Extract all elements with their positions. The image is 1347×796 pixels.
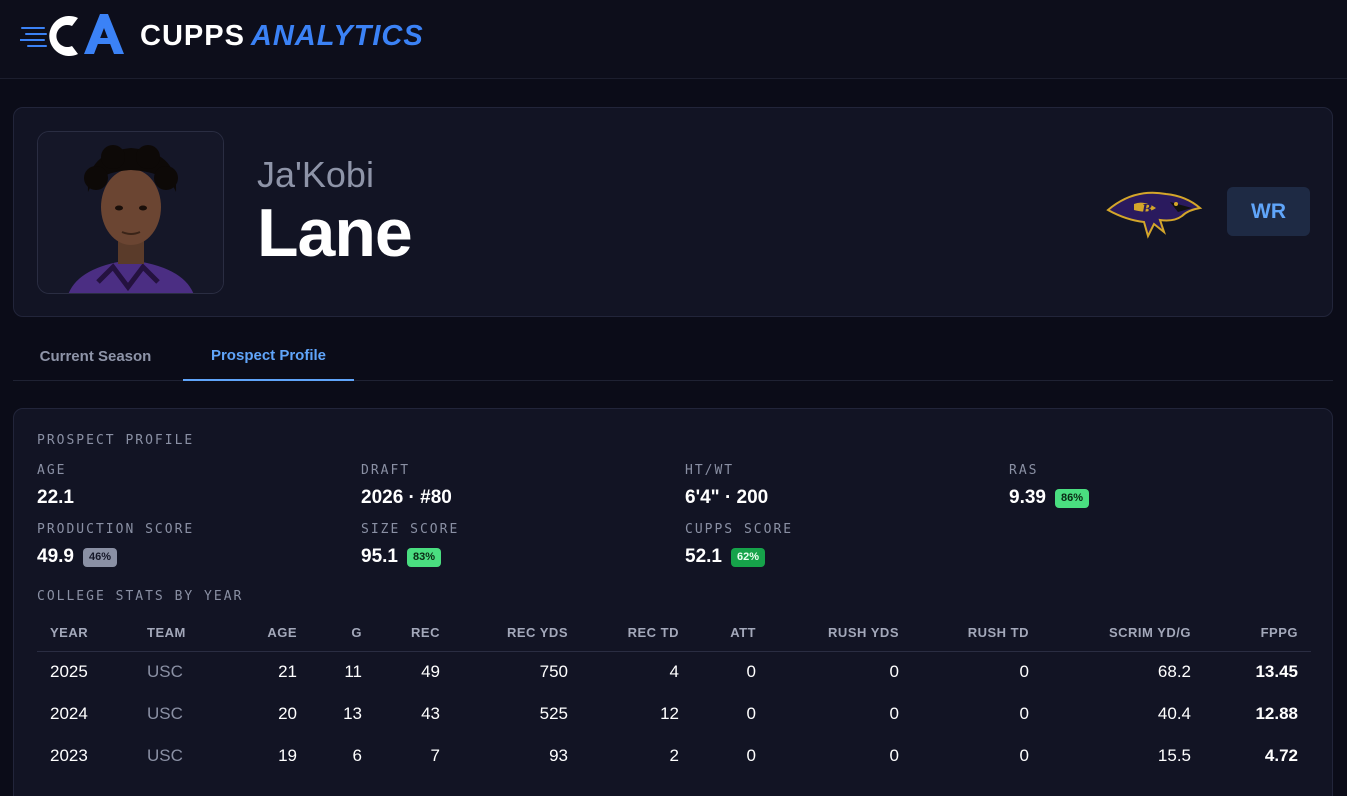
stat-ras: RAS 9.39 86%: [1009, 463, 1090, 509]
player-header-card: Ja'Kobi Lane B WR: [13, 107, 1333, 317]
stat-htwt-label: HT/WT: [685, 463, 735, 478]
cell-games: 11: [344, 662, 362, 682]
cell-rush-yds: 0: [889, 662, 899, 682]
col-header[interactable]: RUSH YDS: [756, 615, 899, 652]
stat-size-score: SIZE SCORE 95.1 83%: [361, 522, 459, 568]
player-photo: [37, 131, 224, 294]
cell-rec-td: 2: [669, 746, 679, 765]
brand-name: CUPPS ANALYTICS: [140, 20, 424, 53]
cell-rec: 43: [421, 704, 440, 723]
brand-logo[interactable]: CUPPS ANALYTICS: [20, 8, 424, 64]
cell-att: 0: [746, 746, 756, 765]
table-row: 2024 USC 20 13 43 525 12 0 0 0 40.4 12.8…: [37, 693, 1311, 735]
cell-year: 2025: [50, 662, 88, 682]
stat-cupps-label: CUPPS SCORE: [685, 522, 794, 537]
stat-production-percentile-badge: 46%: [82, 547, 118, 567]
cell-rec-td: 12: [660, 704, 679, 723]
cell-fppg: 12.88: [1255, 704, 1298, 723]
stat-cupps-percentile-badge: 62%: [730, 547, 766, 567]
stat-draft-value: 2026 · #80: [361, 487, 452, 508]
table-header-row: YEAR TEAM AGE G REC REC YDS REC TD ATT R…: [37, 615, 1311, 652]
cell-rush-yds: 0: [889, 704, 899, 723]
cell-age: 20: [278, 704, 297, 723]
cell-year: 2024: [50, 704, 88, 723]
brand-primary: CUPPS: [140, 19, 245, 52]
cell-year: 2023: [50, 746, 88, 765]
cell-scrim-ydg: 40.4: [1157, 704, 1191, 723]
table-row: 2025 USC 21 11 49 750 4 0 0 0 68.2 13.45: [37, 651, 1311, 693]
brand-secondary: ANALYTICS: [250, 19, 424, 52]
col-header[interactable]: REC: [362, 615, 440, 652]
svg-text:B: B: [1141, 202, 1152, 216]
cell-fppg: 13.45: [1255, 662, 1298, 682]
cell-rush-td: 0: [1019, 746, 1029, 765]
cell-rush-td: 0: [1019, 704, 1029, 723]
cell-att: 0: [746, 662, 756, 682]
stat-size-value: 95.1: [361, 546, 398, 567]
col-header[interactable]: ATT: [679, 615, 756, 652]
stat-age-value: 22.1: [37, 487, 74, 508]
col-header[interactable]: TEAM: [137, 615, 217, 652]
stat-size-label: SIZE SCORE: [361, 522, 460, 537]
table-row: 2023 USC 19 6 7 93 2 0 0 0 15.5 4.72: [37, 735, 1311, 777]
col-header[interactable]: SCRIM YD/G: [1029, 615, 1191, 652]
col-header[interactable]: G: [297, 615, 362, 652]
top-bar: CUPPS ANALYTICS: [0, 0, 1347, 79]
cell-rec-td: 4: [669, 662, 679, 682]
cell-scrim-ydg: 68.2: [1157, 662, 1191, 682]
stat-htwt: HT/WT 6'4" · 200: [685, 463, 768, 509]
cell-games: 6: [352, 746, 362, 765]
cell-rec-yds: 750: [539, 662, 568, 682]
col-header[interactable]: REC TD: [568, 615, 679, 652]
cell-team: USC: [147, 662, 183, 682]
col-header[interactable]: AGE: [217, 615, 297, 652]
prospect-profile-title: PROSPECT PROFILE: [37, 433, 195, 448]
cell-rush-yds: 0: [889, 746, 899, 765]
stat-draft-label: DRAFT: [361, 463, 411, 478]
prospect-profile-panel: PROSPECT PROFILE AGE 22.1 DRAFT 2026 · #…: [13, 408, 1333, 796]
tab-prospect-profile[interactable]: Prospect Profile: [183, 332, 354, 381]
tab-current-season[interactable]: Current Season: [39, 348, 152, 365]
col-header[interactable]: RUSH TD: [899, 615, 1029, 652]
cell-team: USC: [147, 704, 183, 723]
cell-att: 0: [746, 704, 756, 723]
stat-cupps-score: CUPPS SCORE 52.1 62%: [685, 522, 793, 568]
stat-draft: DRAFT 2026 · #80: [361, 463, 452, 509]
cell-fppg: 4.72: [1264, 746, 1298, 765]
cell-age: 21: [278, 662, 297, 682]
cell-rec: 49: [421, 662, 440, 682]
stat-age-label: AGE: [37, 463, 67, 478]
stat-size-percentile-badge: 83%: [406, 547, 442, 567]
cell-rec: 7: [430, 746, 440, 765]
col-header[interactable]: FPPG: [1191, 615, 1311, 652]
stat-age: AGE 22.1: [37, 463, 74, 509]
stat-production-score: PRODUCTION SCORE 49.9 46%: [37, 522, 194, 568]
cell-team: USC: [147, 746, 183, 765]
position-badge: WR: [1227, 187, 1310, 236]
ravens-logo-icon: B: [1104, 180, 1204, 240]
tab-bar: Current Season Prospect Profile: [13, 332, 1333, 381]
cell-rec-yds: 93: [549, 746, 568, 765]
cell-age: 19: [278, 746, 297, 765]
col-header[interactable]: REC YDS: [440, 615, 568, 652]
cell-rec-yds: 525: [539, 704, 568, 723]
stat-ras-label: RAS: [1009, 463, 1039, 478]
stat-htwt-value: 6'4" · 200: [685, 487, 769, 508]
stat-cupps-value: 52.1: [685, 546, 722, 567]
college-stats-title: COLLEGE STATS BY YEAR: [37, 589, 244, 604]
player-headshot-icon: [38, 132, 223, 293]
college-stats-table: YEAR TEAM AGE G REC REC YDS REC TD ATT R…: [37, 615, 1311, 777]
stat-ras-value: 9.39: [1009, 487, 1046, 508]
stat-ras-percentile-badge: 86%: [1054, 488, 1090, 508]
col-header[interactable]: YEAR: [37, 615, 137, 652]
player-first-name: Ja'Kobi: [257, 154, 374, 195]
player-last-name: Lane: [257, 195, 413, 271]
cell-games: 13: [343, 704, 362, 723]
cell-rush-td: 0: [1019, 662, 1029, 682]
stat-production-label: PRODUCTION SCORE: [37, 522, 195, 537]
cell-scrim-ydg: 15.5: [1157, 746, 1191, 765]
stat-production-value: 49.9: [37, 546, 74, 567]
ca-logo-icon: [20, 14, 124, 57]
